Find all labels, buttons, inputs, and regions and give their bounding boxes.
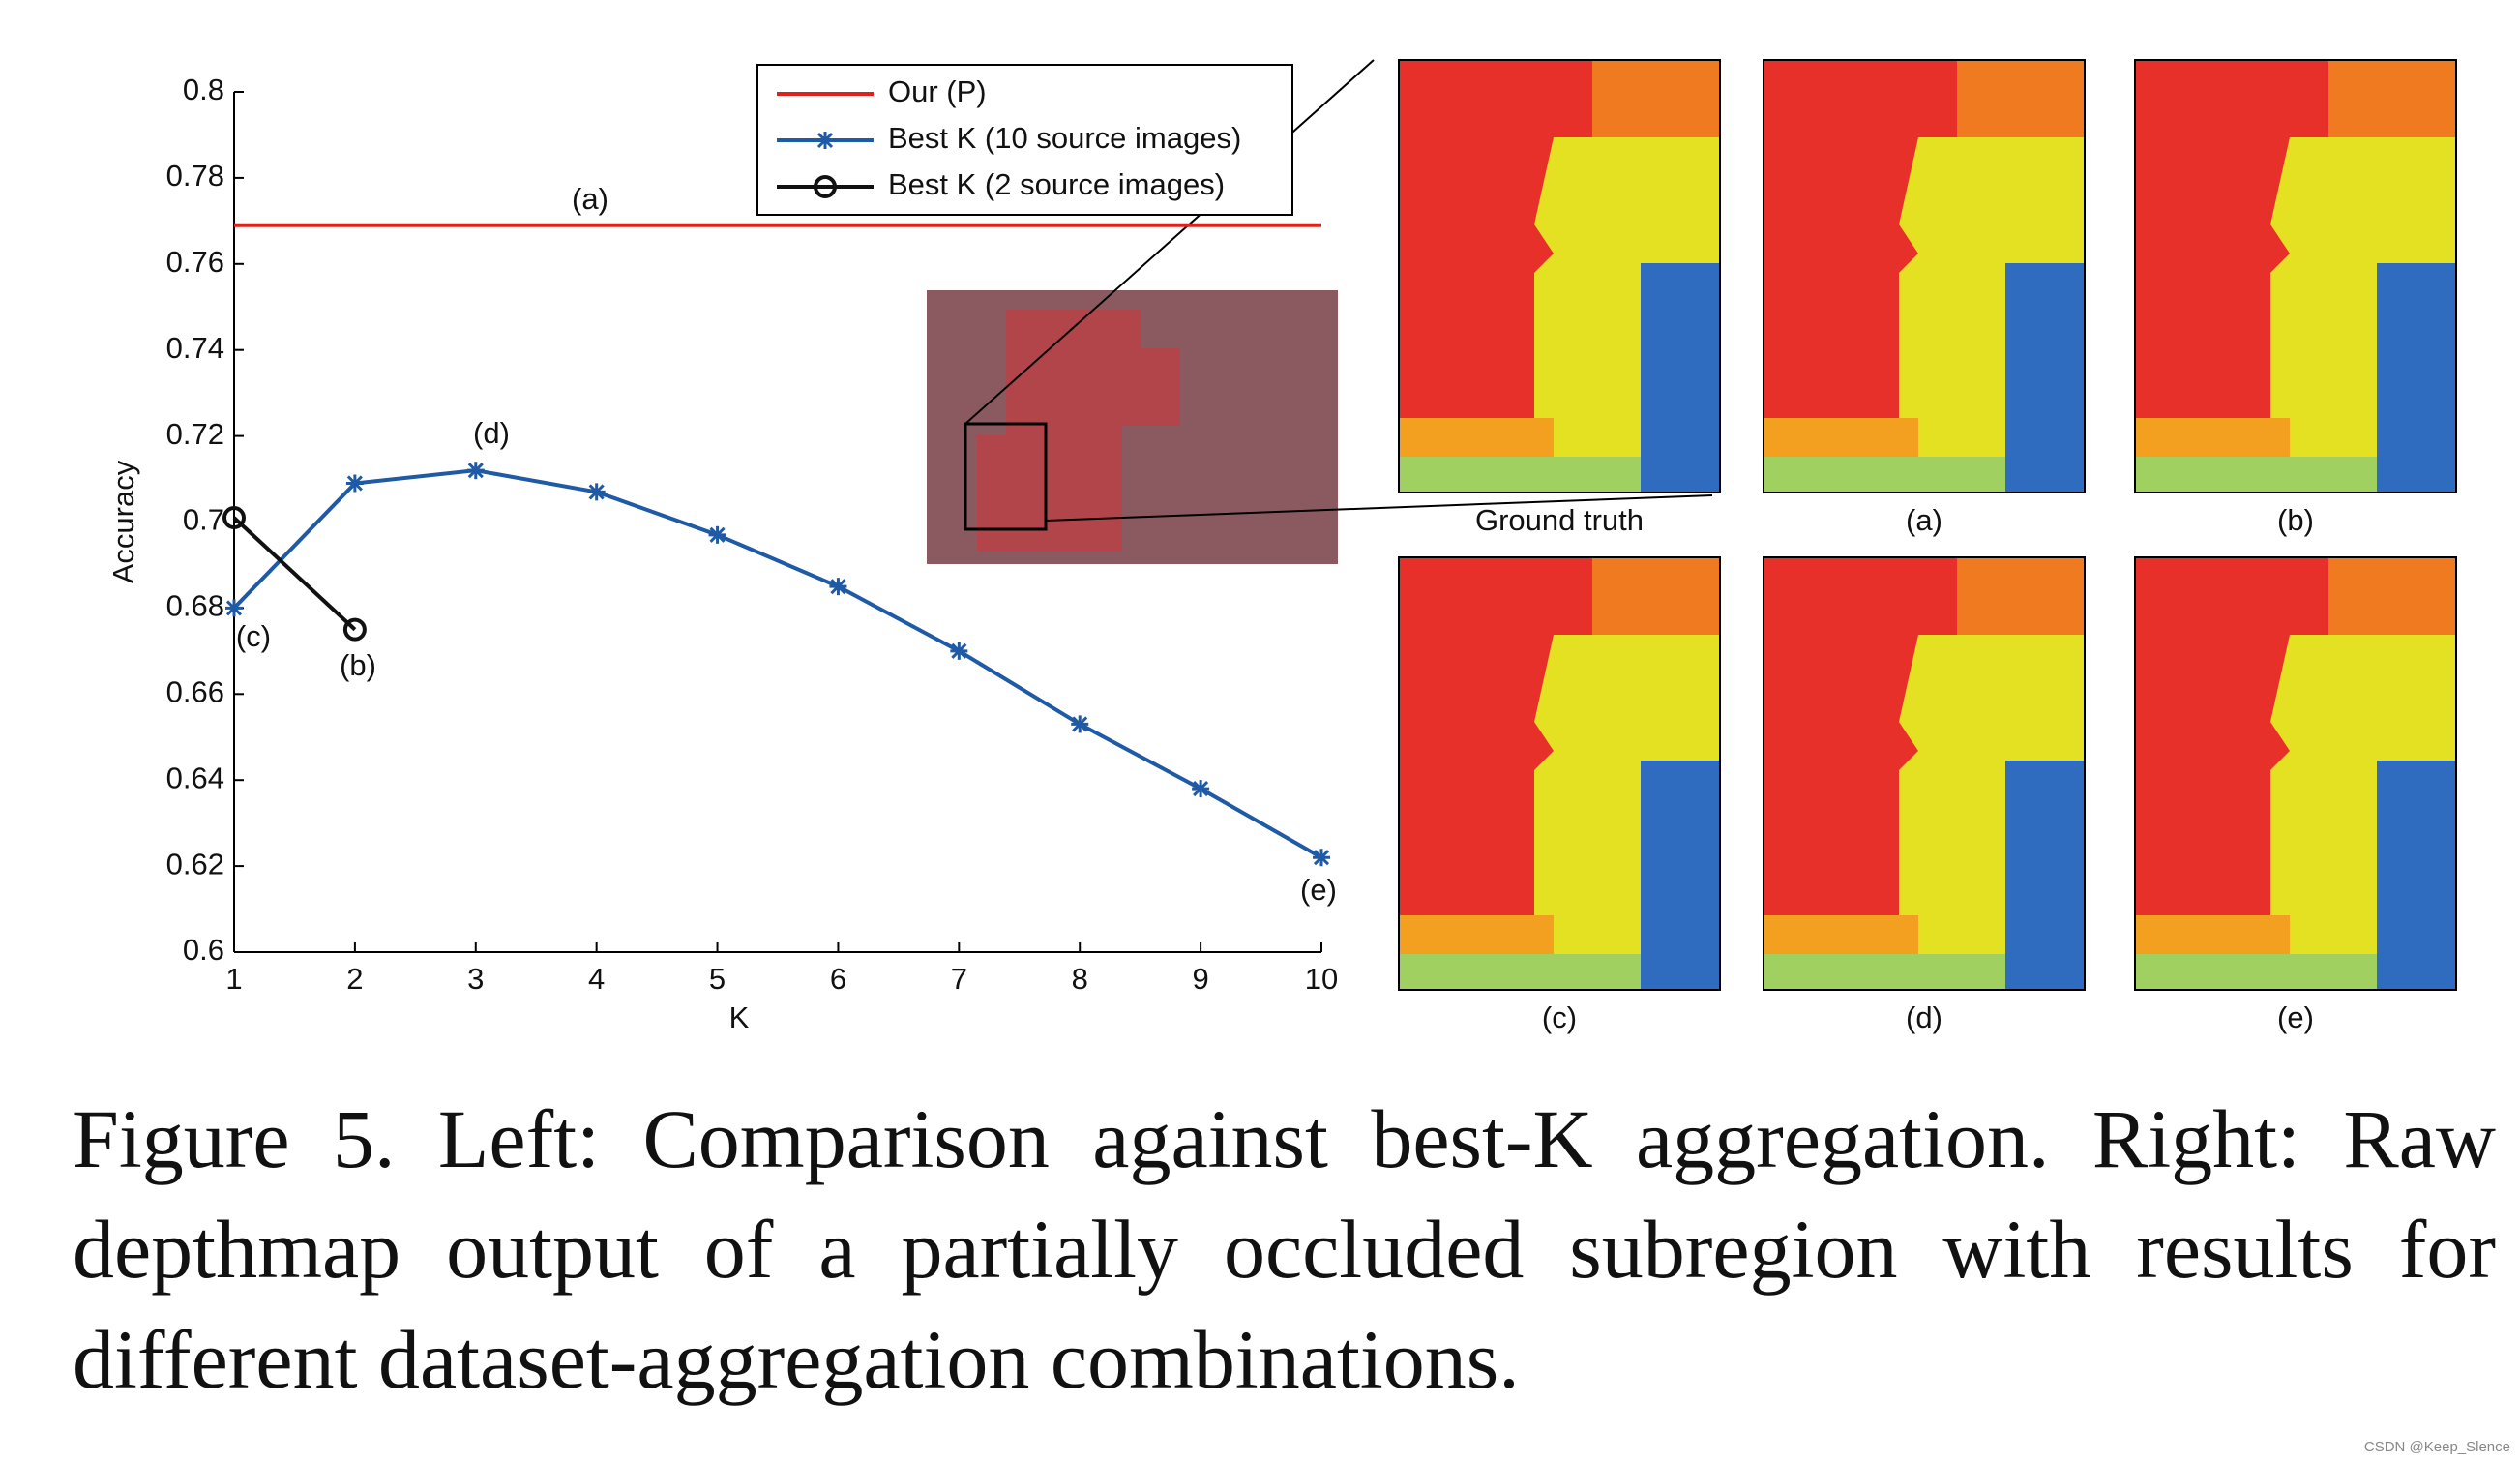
annotation: (b) [340, 648, 376, 682]
annotation: (a) [572, 182, 608, 216]
marker-star [829, 578, 847, 596]
figure: 0.6 0.62 0.64 0.66 0.68 0.7 0.72 0.74 0.76 0.78 0.… [106, 59, 2457, 1034]
zoom-line [1045, 494, 1713, 522]
y-tick-label: 0.8 [183, 73, 224, 106]
x-tick-label: 3 [467, 962, 484, 996]
marker-circle [222, 506, 246, 530]
annotation: (c) [236, 619, 271, 653]
watermark: CSDN @Keep_Slence [2363, 1439, 2510, 1455]
y-tick-label: 0.78 [166, 159, 224, 193]
y-tick-label: 0.66 [166, 674, 224, 708]
legend-marker [816, 132, 834, 149]
depth-frame [1763, 59, 2086, 493]
panel-label: (b) [2277, 503, 2314, 537]
marker-star [1313, 849, 1330, 867]
depth-map [1764, 557, 2085, 990]
x-tick-label: 4 [588, 962, 605, 996]
y-tick-label: 0.7 [183, 503, 224, 537]
y-tick-label: 0.6 [183, 933, 224, 967]
marker-circle [342, 617, 367, 642]
zoom-line [964, 59, 1375, 425]
marker-star [345, 474, 364, 493]
x-tick-label: 7 [951, 962, 967, 996]
series-line [232, 516, 357, 632]
depth-frame [2134, 59, 2457, 493]
x-tick-label: 9 [1192, 962, 1208, 996]
depth-frame [1763, 556, 2086, 991]
marker-star [587, 483, 606, 501]
x-tick-label: 10 [1305, 962, 1338, 996]
y-tick-label: 0.74 [166, 331, 224, 365]
depth-frame [2134, 556, 2457, 991]
panel-label: (a) [1906, 503, 1942, 537]
marker-star [708, 525, 726, 544]
marker-star [950, 642, 968, 660]
depth-map [2135, 557, 2456, 990]
depth-map [1399, 60, 1720, 493]
depth-frame [1398, 59, 1721, 493]
x-tick-label: 5 [709, 962, 726, 996]
depth-map [2135, 60, 2456, 493]
panel-label: (d) [1906, 1000, 1942, 1034]
zoom-box [964, 422, 1048, 531]
legend-label: Our (P) [888, 75, 987, 108]
legend-marker [814, 175, 837, 198]
y-tick-label: 0.76 [166, 245, 224, 279]
x-tick-label: 2 [346, 962, 363, 996]
legend-label: Best K (10 source images) [888, 121, 1241, 155]
panel-label: (c) [1542, 1000, 1577, 1034]
panel-label: Ground truth [1475, 503, 1644, 537]
y-tick-label: 0.62 [166, 847, 224, 881]
annotation: (e) [1300, 873, 1337, 907]
series-line [232, 468, 1322, 859]
marker-star [1192, 780, 1210, 798]
depth-map [1399, 557, 1720, 990]
caption: Figure 5. Left: Comparison against best-… [73, 1092, 2496, 1406]
marker-star [225, 599, 243, 617]
x-axis-label: K [729, 1000, 750, 1034]
depth-frame [1398, 556, 1721, 991]
marker-star [466, 462, 485, 480]
photo-object [977, 310, 1180, 552]
panel-label: (e) [2277, 1000, 2314, 1034]
legend-label: Best K (2 source images) [888, 167, 1225, 201]
y-tick-label: 0.72 [166, 417, 224, 451]
marker-star [1071, 715, 1089, 733]
y-tick-label: 0.68 [166, 589, 224, 623]
y-tick-label: 0.64 [166, 761, 224, 794]
y-axis-label: Accuracy [106, 460, 140, 583]
depth-map [1764, 60, 2085, 493]
x-tick-label: 1 [225, 962, 242, 996]
x-tick-label: 6 [830, 962, 846, 996]
x-tick-label: 8 [1072, 962, 1088, 996]
annotation: (d) [473, 416, 510, 450]
